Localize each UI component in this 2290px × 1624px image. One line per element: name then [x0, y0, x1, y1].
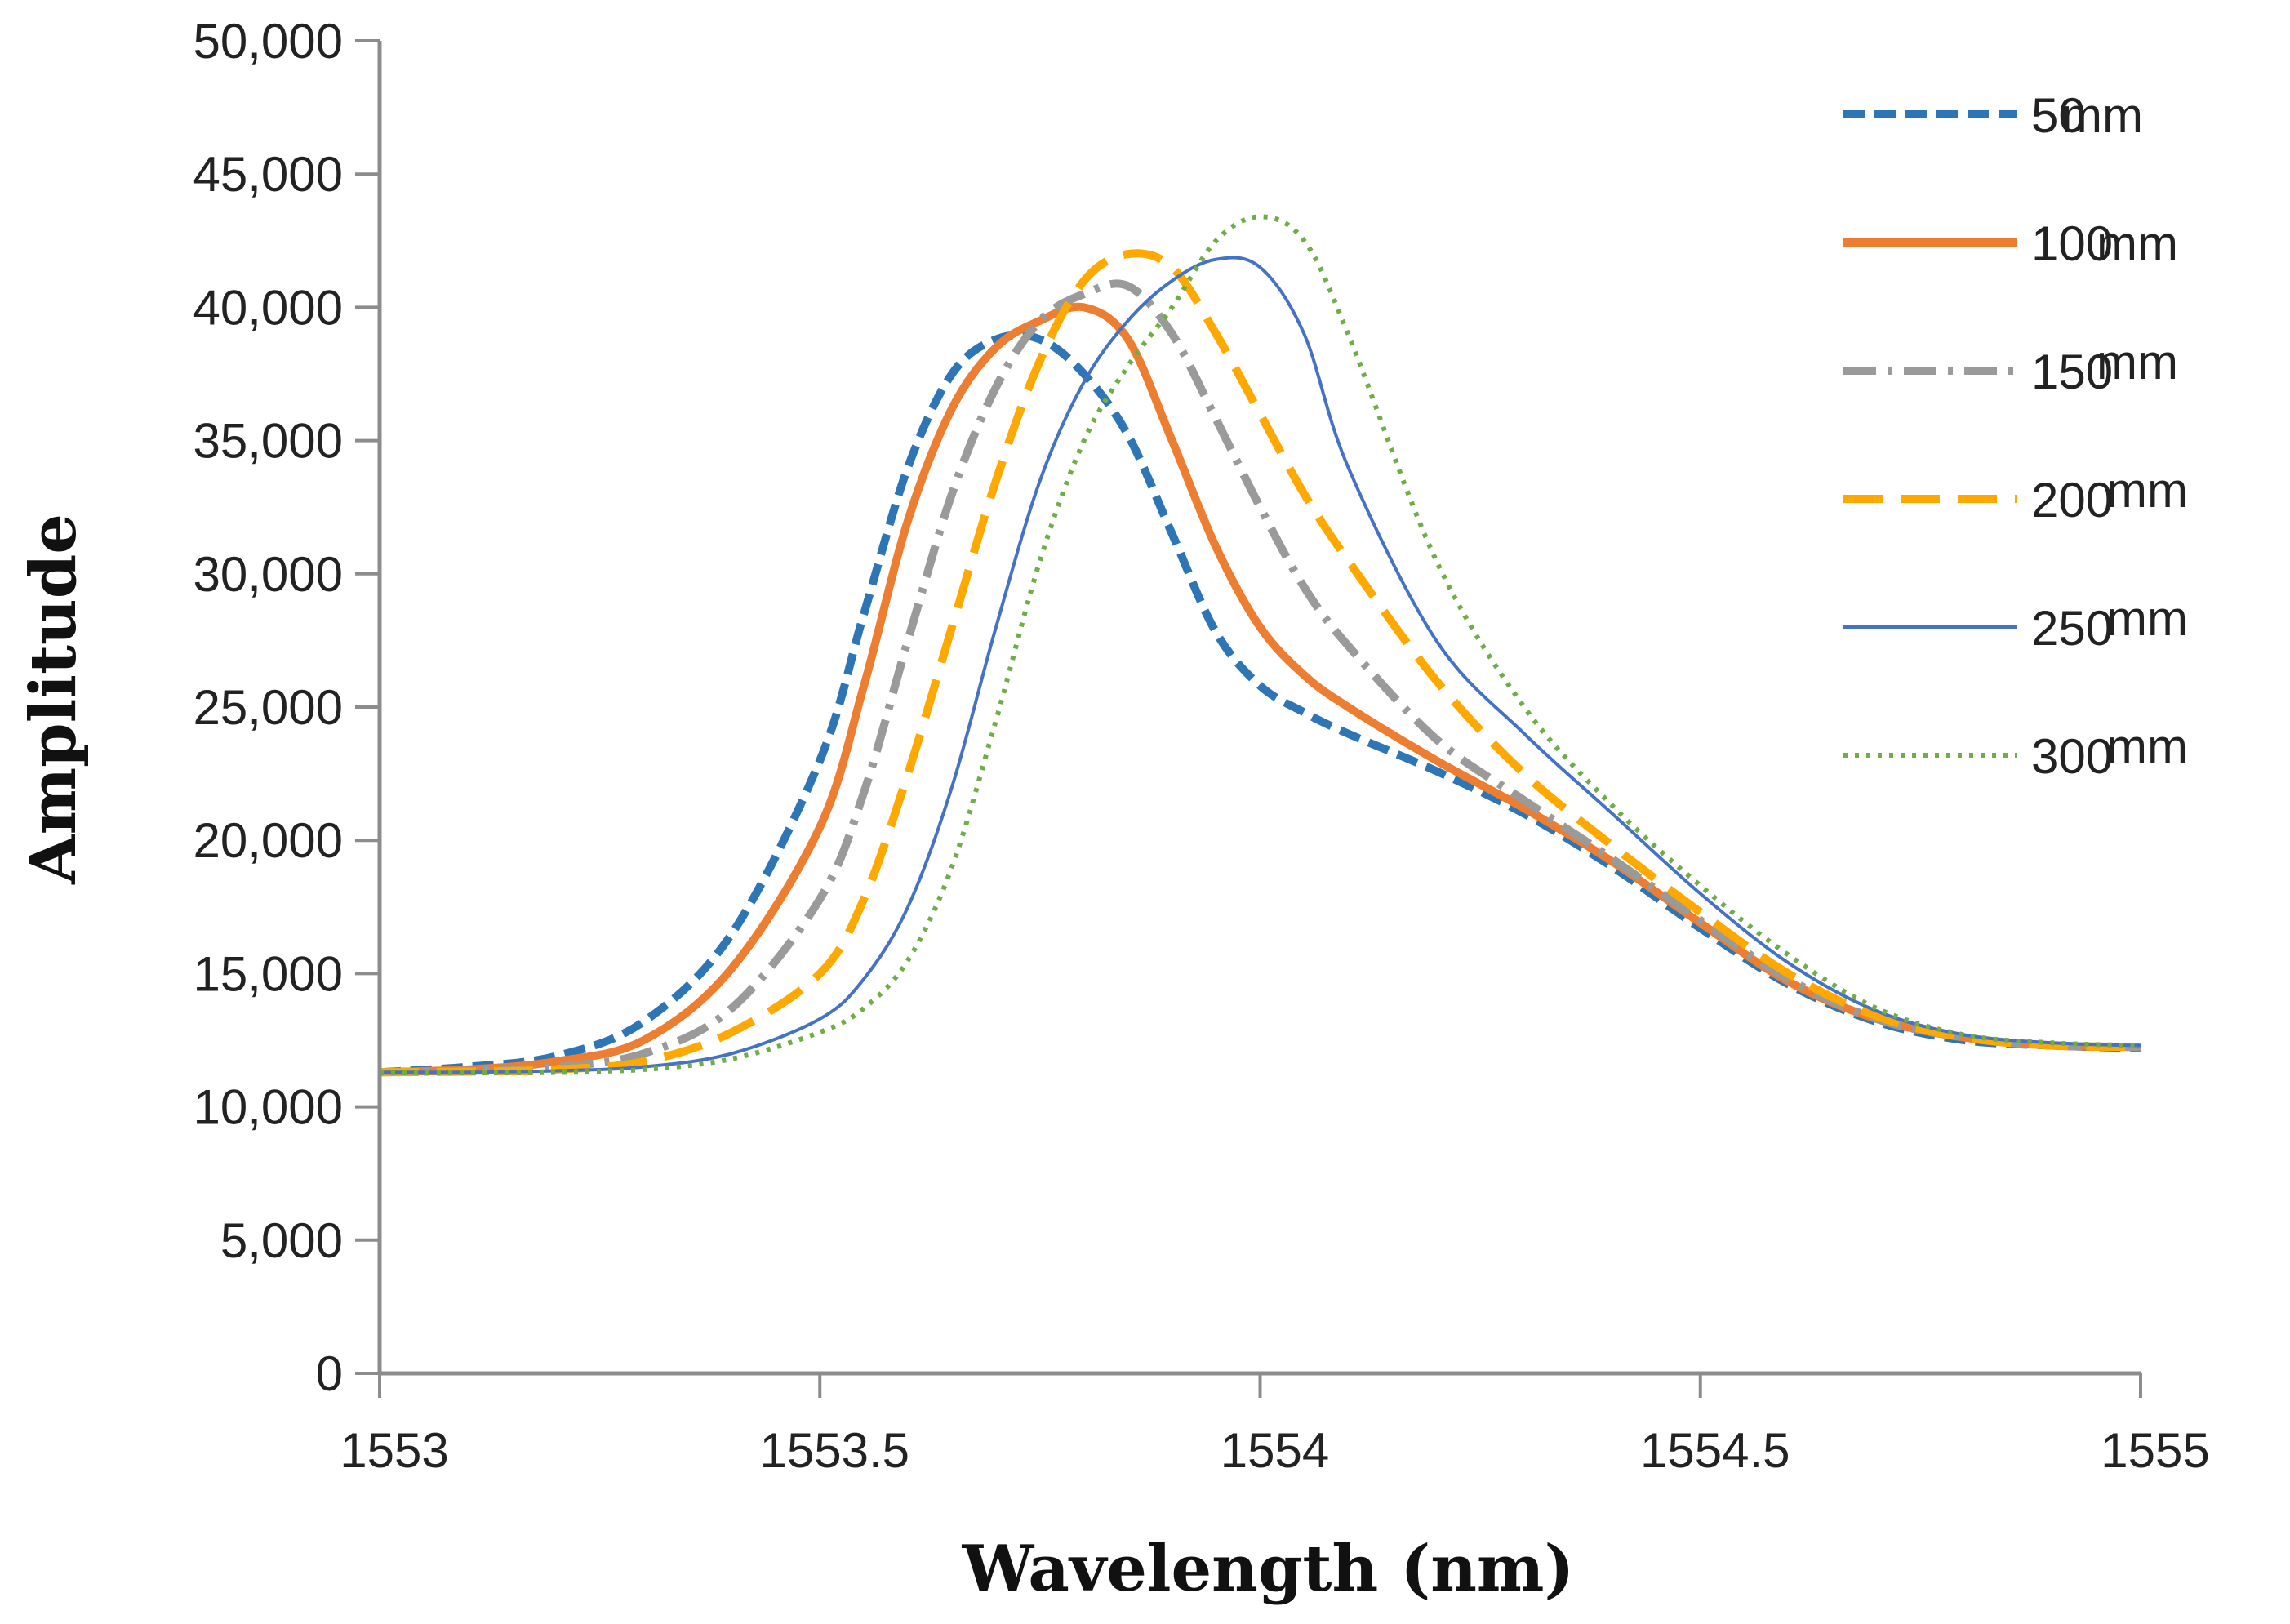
y-tick-label: 20,000 [193, 813, 343, 868]
x-axis-title: Wavelength (nm) [962, 1532, 1575, 1606]
y-tick-label: 35,000 [193, 414, 343, 469]
legend-label-value: 200 [2031, 473, 2113, 527]
x-tick-label: 1554.5 [1640, 1423, 1790, 1478]
y-tick-label: 45,000 [193, 147, 343, 202]
legend-label-unit: mm [2106, 719, 2188, 774]
y-tick-label: 15,000 [193, 946, 343, 1001]
legend-label-value: 300 [2031, 729, 2113, 784]
y-tick-label: 5,000 [220, 1213, 343, 1268]
legend-label-unit: mm [2061, 88, 2143, 143]
series-line-250-mm [379, 256, 2141, 1075]
x-tick-label: 1553 [340, 1423, 448, 1478]
legend-label-unit: mm [2106, 463, 2188, 518]
x-tick-label: 1553.5 [759, 1423, 909, 1478]
series-line-50-mm [379, 331, 2141, 1077]
series-lines [379, 214, 2141, 1077]
y-tick-label: 40,000 [193, 280, 343, 335]
legend-label-value: 150 [2031, 345, 2113, 399]
legend-label-value: 50 [2031, 88, 2086, 143]
legend-label-unit: mm [2106, 591, 2188, 646]
x-tick-label: 1555 [2101, 1423, 2209, 1478]
y-tick-label: 10,000 [193, 1080, 343, 1135]
y-axis-ticks: 0 5,000 10,000 15,000 20,000 25,000 30,000 35,0… [193, 14, 380, 1401]
x-tick-label: 1554 [1221, 1423, 1329, 1478]
y-tick-label: 0 [316, 1346, 343, 1401]
x-axis-ticks: 1553 1553.5 1554 1554.5 1555 [340, 1373, 2210, 1478]
series-line-200-mm [379, 249, 2141, 1077]
y-tick-label: 25,000 [193, 680, 343, 735]
y-axis-title: Amplitude [16, 514, 91, 885]
series-line-150-mm [379, 279, 2141, 1077]
legend-label-unit: mm [2097, 216, 2178, 271]
legend-label-value: 250 [2031, 601, 2113, 656]
y-tick-label: 30,000 [193, 547, 343, 602]
legend-label-value: 100 [2031, 216, 2113, 271]
y-tick-label: 50,000 [193, 14, 343, 69]
series-line-300-mm [379, 214, 2141, 1075]
legend-label-unit: mm [2097, 335, 2178, 389]
series-line-100-mm [379, 302, 2141, 1077]
